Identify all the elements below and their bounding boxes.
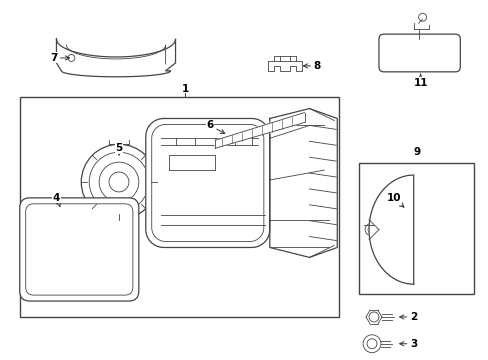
Bar bbox=[20, 96, 339, 317]
Text: 6: 6 bbox=[206, 121, 224, 134]
Polygon shape bbox=[368, 175, 413, 284]
Text: 5: 5 bbox=[115, 143, 122, 155]
Text: 4: 4 bbox=[53, 193, 60, 206]
Text: 8: 8 bbox=[303, 61, 321, 71]
Polygon shape bbox=[215, 113, 304, 148]
Text: 9: 9 bbox=[412, 147, 419, 157]
Bar bbox=[358, 163, 473, 294]
Text: 2: 2 bbox=[399, 312, 416, 322]
Polygon shape bbox=[145, 118, 269, 247]
Polygon shape bbox=[56, 39, 175, 77]
Text: 1: 1 bbox=[182, 84, 189, 94]
Polygon shape bbox=[269, 109, 337, 257]
Text: 11: 11 bbox=[412, 74, 427, 88]
Polygon shape bbox=[267, 61, 301, 71]
Text: 3: 3 bbox=[399, 339, 416, 349]
Text: 10: 10 bbox=[386, 193, 403, 207]
Text: 7: 7 bbox=[50, 53, 69, 63]
FancyBboxPatch shape bbox=[378, 34, 459, 72]
FancyBboxPatch shape bbox=[20, 198, 139, 301]
